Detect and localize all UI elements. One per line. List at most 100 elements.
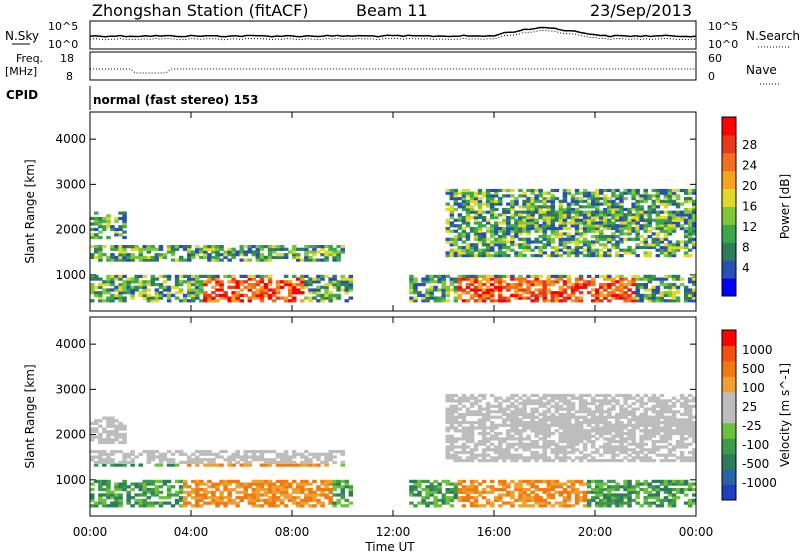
heatmap-cell — [118, 216, 123, 221]
heatmap-cell — [607, 410, 612, 414]
heatmap-cell — [469, 482, 475, 486]
heatmap-cell — [166, 277, 172, 281]
heatmap-cell — [344, 498, 349, 502]
heatmap-cell — [659, 191, 665, 195]
heatmap-cell — [578, 274, 584, 278]
heatmap-cell — [485, 459, 491, 463]
heatmap-cell — [566, 240, 572, 244]
heatmap-cell — [607, 485, 612, 489]
heatmap-cell — [114, 245, 119, 249]
heatmap-cell — [98, 493, 103, 497]
heatmap-cell — [578, 221, 584, 225]
heatmap-cell — [671, 448, 677, 452]
heatmap-cell — [267, 482, 273, 486]
heatmap-cell — [570, 485, 576, 489]
heatmap-cell — [510, 479, 515, 483]
heatmap-cell — [469, 396, 475, 400]
heatmap-cell — [485, 194, 491, 198]
heatmap-cell — [235, 299, 240, 303]
heatmap-cell — [461, 426, 467, 430]
heatmap-cell — [324, 245, 329, 249]
heatmap-cell — [522, 442, 527, 446]
heatmap-cell — [643, 285, 648, 289]
heatmap-cell — [283, 296, 289, 300]
heatmap-cell — [679, 283, 685, 287]
heatmap-cell — [490, 442, 495, 446]
heatmap-cell — [473, 216, 479, 220]
heatmap-cell — [546, 207, 551, 212]
heatmap-cell — [114, 432, 119, 436]
heatmap-cell — [211, 258, 216, 262]
heatmap-cell — [279, 458, 285, 462]
heatmap-cell — [195, 247, 200, 251]
nsearch-label: N.Search — [746, 29, 800, 43]
heatmap-cell — [195, 482, 200, 486]
heatmap-cell — [659, 202, 665, 206]
heatmap-cell — [687, 254, 693, 258]
heatmap-cell — [259, 455, 265, 459]
heatmap-cell — [328, 452, 333, 456]
heatmap-cell — [542, 283, 547, 287]
heatmap-cell — [550, 393, 556, 398]
heatmap-cell — [195, 450, 200, 454]
heatmap-cell — [98, 419, 103, 423]
heatmap-cell — [122, 214, 127, 218]
heatmap-cell — [631, 402, 636, 406]
heatmap-cell — [599, 434, 604, 438]
heatmap-cell — [316, 493, 321, 497]
heatmap-cell — [461, 288, 467, 292]
heatmap-cell — [207, 258, 212, 262]
heatmap-cell — [631, 498, 636, 502]
heatmap-cell — [526, 496, 531, 500]
heatmap-cell — [607, 188, 612, 193]
heatmap-cell — [611, 216, 616, 220]
heatmap-cell — [494, 404, 499, 408]
heatmap-cell — [477, 426, 483, 430]
heatmap-cell — [490, 421, 495, 425]
heatmap-cell — [566, 188, 572, 193]
heatmap-cell — [453, 407, 459, 411]
heatmap-cell — [481, 488, 487, 492]
heatmap-cell — [94, 421, 99, 426]
heatmap-cell — [578, 235, 584, 239]
heatmap-cell — [490, 434, 495, 438]
heatmap-cell — [279, 245, 285, 249]
heatmap-cell — [574, 442, 580, 446]
heatmap-cell — [461, 415, 467, 419]
heatmap-cell — [692, 283, 697, 287]
heatmap-cell — [659, 399, 665, 403]
heatmap-cell — [114, 424, 119, 428]
heatmap-cell — [679, 240, 685, 244]
heatmap-cell — [558, 399, 564, 403]
heatmap-cell — [506, 202, 511, 206]
heatmap-cell — [473, 504, 479, 508]
heatmap-cell — [481, 459, 487, 463]
heatmap-cell — [591, 226, 596, 231]
heatmap-cell — [203, 501, 208, 505]
heatmap-cell — [481, 426, 487, 430]
heatmap-cell — [647, 407, 652, 411]
heatmap-cell — [639, 445, 644, 449]
heatmap-cell — [449, 504, 455, 508]
heatmap-cell — [271, 485, 277, 489]
heatmap-cell — [417, 490, 422, 494]
heatmap-cell — [562, 188, 568, 193]
heatmap-cell — [207, 458, 212, 462]
heatmap-cell — [506, 490, 511, 494]
heatmap-cell — [457, 412, 463, 417]
heatmap-cell — [582, 285, 588, 289]
heatmap-cell — [170, 460, 176, 464]
heatmap-cell — [94, 274, 99, 278]
heatmap-cell — [465, 488, 471, 492]
heatmap-cell — [490, 415, 495, 419]
heatmap-cell — [635, 277, 640, 281]
heatmap-cell — [445, 426, 450, 430]
heatmap-cell — [651, 431, 657, 436]
heatmap-cell — [558, 226, 564, 231]
heatmap-cell — [223, 485, 228, 489]
heatmap-cell — [627, 453, 632, 457]
heatmap-cell — [247, 485, 253, 489]
heatmap-cell — [566, 437, 572, 441]
heatmap-cell — [647, 501, 652, 505]
heatmap-cell — [275, 504, 281, 508]
